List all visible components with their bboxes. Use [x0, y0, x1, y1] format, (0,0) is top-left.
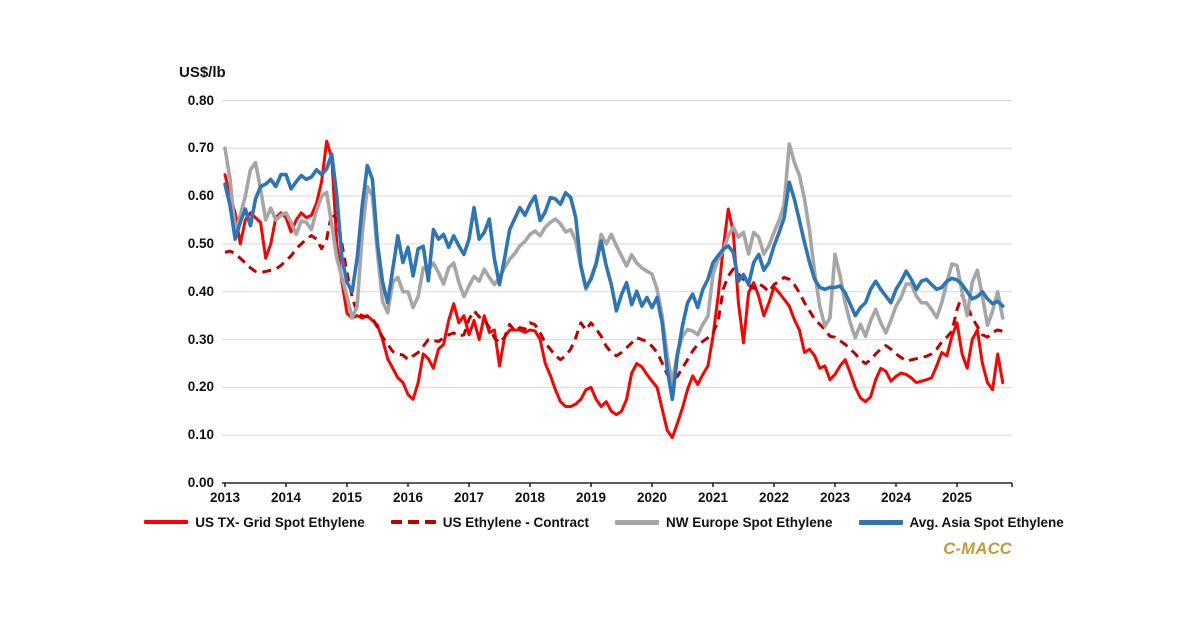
- c-macc-logo: C-MACC: [943, 540, 1012, 558]
- x-tick-label: 2015: [331, 490, 363, 505]
- legend-item-3: Avg. Asia Spot Ethylene: [858, 514, 1064, 530]
- legend-label: US Ethylene - Contract: [442, 514, 589, 530]
- legend-label: Avg. Asia Spot Ethylene: [909, 514, 1064, 530]
- y-tick-label: 0.20: [187, 379, 214, 394]
- x-tick-label: 2020: [636, 490, 668, 505]
- y-tick-label: 0.30: [187, 332, 214, 347]
- series-line-0: [223, 139, 1005, 440]
- x-tick-label: 2019: [575, 490, 607, 505]
- legend-label: US TX- Grid Spot Ethylene: [195, 514, 365, 530]
- x-tick-label: 2021: [697, 490, 729, 505]
- y-tick-label: 0.00: [187, 475, 214, 490]
- y-tick-label: 0.80: [187, 93, 214, 108]
- legend-line-swatch: [390, 520, 436, 524]
- y-tick-label: 0.50: [187, 236, 214, 251]
- x-tick-label: 2018: [514, 490, 546, 505]
- x-tick-label: 2014: [270, 490, 302, 505]
- legend-line-swatch: [858, 519, 903, 525]
- series-line-3: [223, 152, 1005, 402]
- chart-legend: US TX- Grid Spot Ethylene US Ethylene - C…: [144, 511, 1064, 533]
- x-tick-label: 2017: [453, 490, 485, 505]
- series-line-1: [224, 211, 1004, 382]
- x-tick-label: 2016: [392, 490, 424, 505]
- legend-item-1: US Ethylene - Contract: [390, 514, 589, 530]
- x-tick-label: 2023: [819, 490, 851, 505]
- x-tick-label: 2024: [880, 490, 912, 505]
- y-tick-label: 0.70: [187, 140, 214, 155]
- y-tick-label: 0.60: [187, 188, 214, 203]
- x-tick-label: 2022: [758, 490, 790, 505]
- y-axis-title: US$/lb: [179, 64, 226, 81]
- y-tick-label: 0.10: [187, 427, 214, 442]
- legend-item-0: US TX- Grid Spot Ethylene: [144, 515, 365, 530]
- x-tick-label: 2025: [941, 490, 973, 505]
- legend-line-swatch: [144, 520, 189, 524]
- legend-item-2: NW Europe Spot Ethylene: [615, 515, 833, 530]
- legend-line-swatch: [615, 519, 659, 525]
- x-tick-label: 2013: [209, 490, 241, 505]
- legend-label: NW Europe Spot Ethylene: [666, 514, 833, 530]
- y-tick-label: 0.40: [187, 284, 214, 299]
- series-line-2: [223, 142, 1005, 385]
